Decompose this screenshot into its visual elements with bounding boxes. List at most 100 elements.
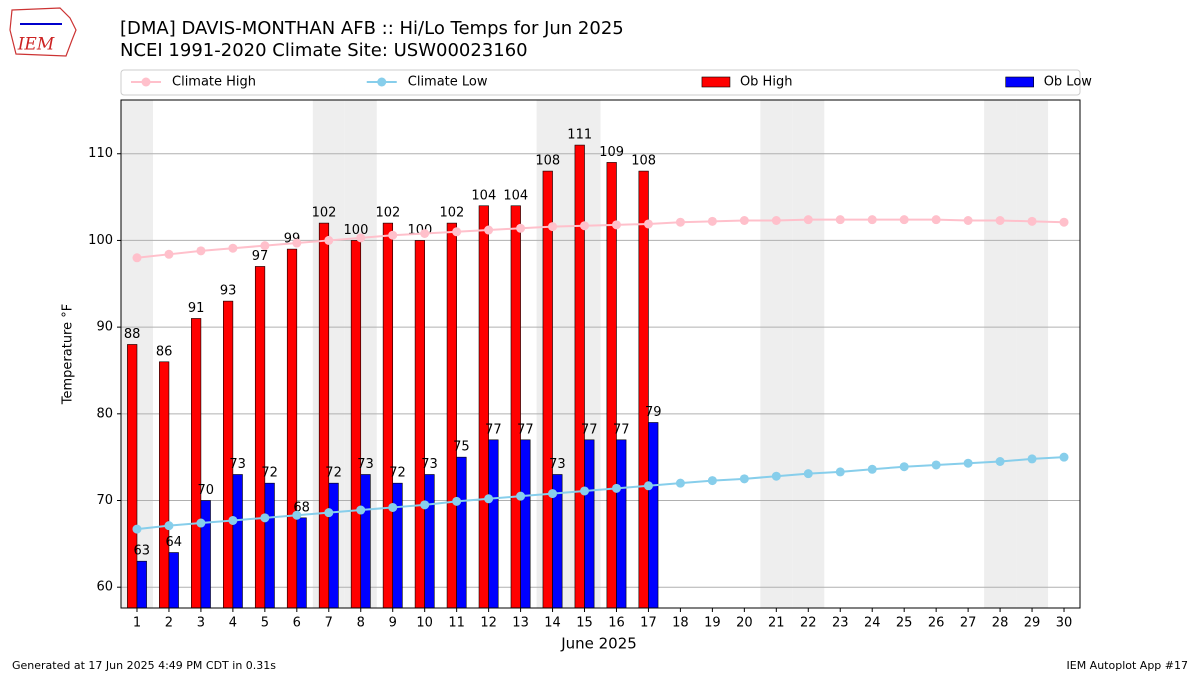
x-tick-label: 27 xyxy=(960,616,977,631)
bar xyxy=(392,482,403,609)
marker xyxy=(516,223,526,233)
data-label: 102 xyxy=(439,206,464,221)
bar xyxy=(222,300,234,609)
x-tick-label: 8 xyxy=(357,616,365,631)
bar xyxy=(456,456,467,609)
marker xyxy=(484,225,494,235)
marker xyxy=(324,508,334,518)
bar xyxy=(200,500,211,609)
marker xyxy=(931,460,941,470)
marker xyxy=(867,215,877,225)
line xyxy=(136,218,1065,259)
footer-left: Generated at 17 Jun 2025 4:49 PM CDT in … xyxy=(12,659,276,672)
marker xyxy=(931,215,941,225)
marker xyxy=(611,483,621,493)
x-tick-label: 6 xyxy=(293,616,301,631)
y-tick-label: 80 xyxy=(96,406,113,421)
x-tick-label: 17 xyxy=(640,616,657,631)
bar xyxy=(382,222,394,609)
bar xyxy=(446,222,457,609)
weekend-band xyxy=(1016,100,1049,608)
marker xyxy=(132,253,142,263)
x-tick-label: 22 xyxy=(800,616,817,631)
marker xyxy=(739,215,749,225)
bar xyxy=(542,170,553,609)
chart-subtitle: NCEI 1991-2020 Climate Site: USW00023160 xyxy=(120,40,528,61)
x-tick-label: 21 xyxy=(768,616,785,631)
data-label: 73 xyxy=(229,457,246,472)
footer-right: IEM Autoplot App #17 xyxy=(1067,659,1189,672)
x-tick-label: 18 xyxy=(672,616,689,631)
legend-swatch xyxy=(141,77,151,87)
marker xyxy=(803,469,813,479)
marker xyxy=(452,227,462,237)
marker xyxy=(771,215,781,225)
marker xyxy=(867,464,877,474)
marker xyxy=(228,243,238,253)
marker xyxy=(484,494,494,504)
legend-label: Climate High xyxy=(172,75,256,90)
y-axis-label: Temperature °F xyxy=(61,304,76,405)
marker xyxy=(324,235,334,245)
marker xyxy=(420,229,430,239)
x-tick-label: 12 xyxy=(480,616,497,631)
marker xyxy=(963,215,973,225)
x-tick-label: 2 xyxy=(165,616,173,631)
x-tick-label: 11 xyxy=(448,616,465,631)
bar xyxy=(616,439,627,609)
marker xyxy=(132,524,142,534)
data-label: 97 xyxy=(252,249,269,264)
data-label: 108 xyxy=(535,154,560,169)
legend-item: Ob Low xyxy=(1005,75,1093,90)
data-label: 102 xyxy=(312,206,337,221)
x-tick-label: 23 xyxy=(832,616,849,631)
x-tick-label: 28 xyxy=(992,616,1009,631)
bar xyxy=(584,439,595,609)
marker xyxy=(611,220,621,230)
bar xyxy=(510,205,521,609)
x-tick-label: 20 xyxy=(736,616,753,631)
bar xyxy=(648,422,659,609)
marker xyxy=(580,221,590,231)
bar xyxy=(318,222,330,609)
marker xyxy=(452,496,462,506)
y-tick-label: 70 xyxy=(96,493,113,508)
marker xyxy=(196,246,206,256)
x-tick-label: 7 xyxy=(325,616,333,631)
data-label: 108 xyxy=(631,154,656,169)
x-tick-label: 10 xyxy=(416,616,433,631)
marker xyxy=(1027,216,1037,226)
x-tick-label: 25 xyxy=(896,616,913,631)
data-label: 70 xyxy=(197,483,214,498)
marker xyxy=(388,230,398,240)
data-label: 64 xyxy=(165,535,182,550)
data-label: 88 xyxy=(124,327,141,342)
marker xyxy=(707,216,717,226)
marker xyxy=(420,500,430,510)
x-tick-label: 16 xyxy=(608,616,625,631)
legend-label: Ob High xyxy=(740,75,793,90)
marker xyxy=(707,476,717,486)
data-label: 93 xyxy=(220,284,237,299)
marker xyxy=(963,458,973,468)
data-label: 73 xyxy=(421,457,438,472)
x-tick-label: 4 xyxy=(229,616,237,631)
data-label: 111 xyxy=(567,128,592,143)
x-tick-label: 5 xyxy=(261,616,269,631)
bar xyxy=(414,240,425,609)
x-tick-label: 3 xyxy=(197,616,205,631)
bar xyxy=(424,474,435,609)
bar xyxy=(136,560,147,609)
marker xyxy=(1027,454,1037,464)
legend-swatch xyxy=(377,77,387,87)
bar xyxy=(127,344,138,609)
bar xyxy=(168,552,179,609)
plot-frame xyxy=(120,99,1081,609)
weekend-band xyxy=(760,100,793,608)
legend-label: Ob Low xyxy=(1044,75,1093,90)
marker xyxy=(164,249,174,259)
logo-text: IEM xyxy=(17,35,55,55)
x-tick-label: 19 xyxy=(704,616,721,631)
marker xyxy=(356,505,366,515)
